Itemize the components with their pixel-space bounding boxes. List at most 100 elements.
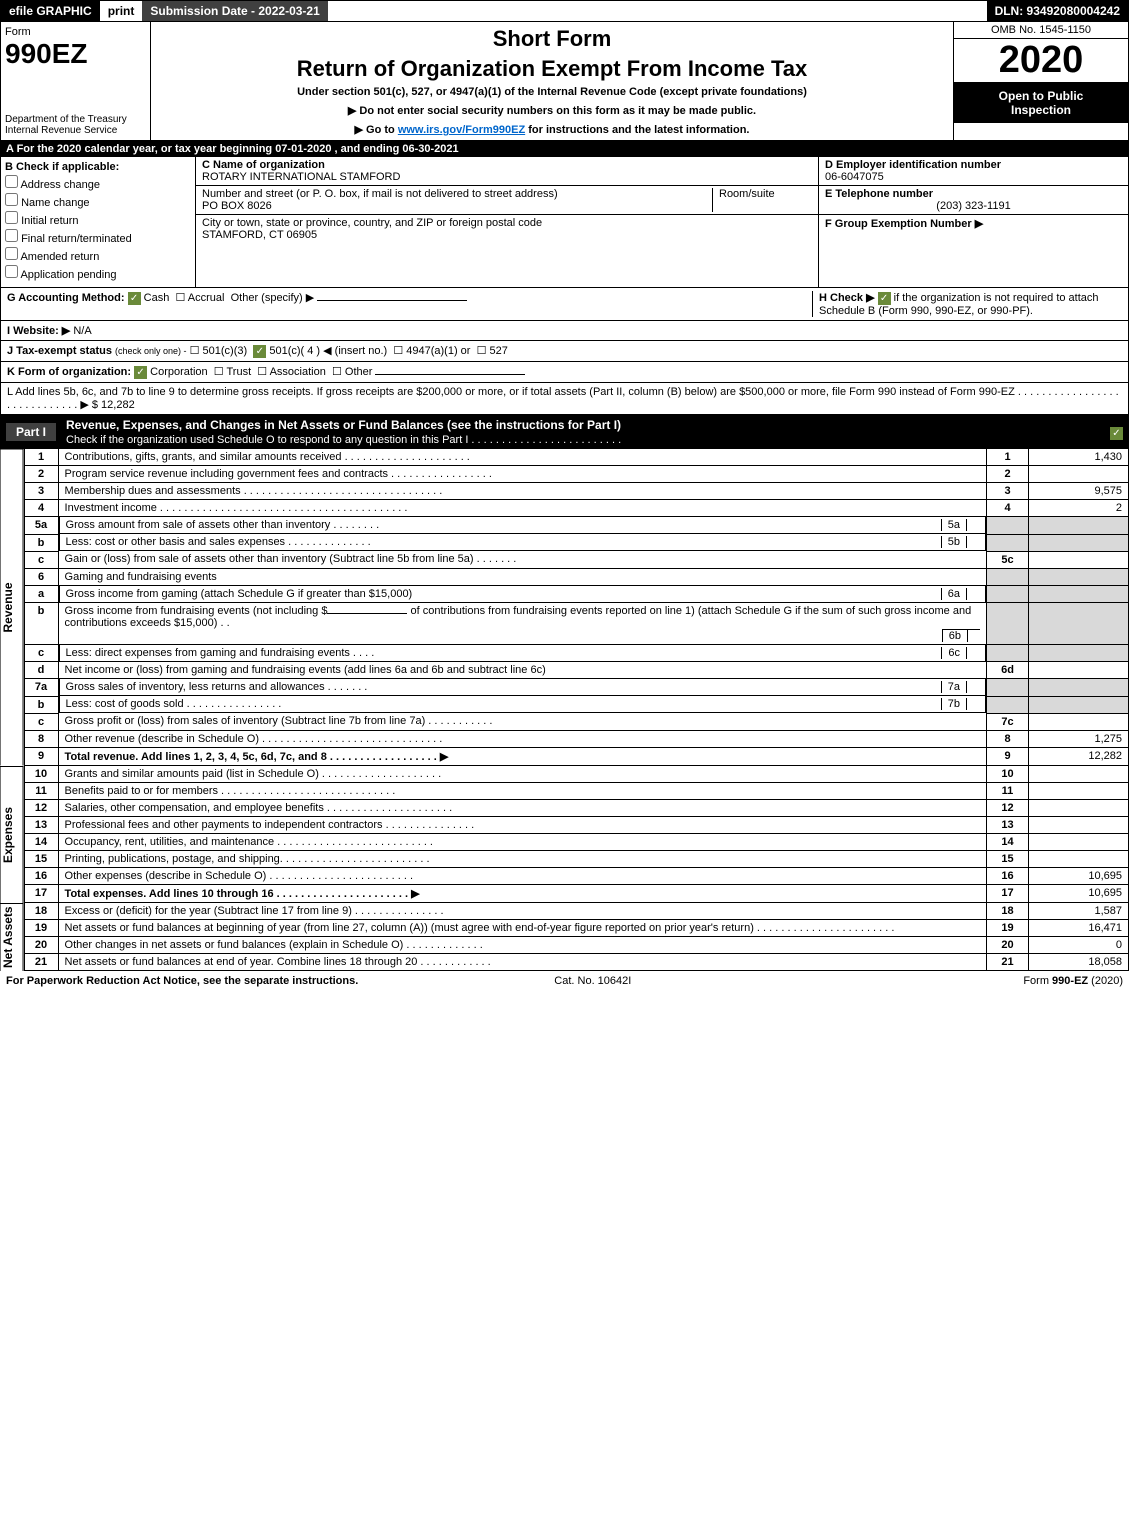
line-l: L Add lines 5b, 6c, and 7b to line 9 to … (0, 383, 1129, 415)
chk-initial-return[interactable]: Initial return (5, 211, 191, 227)
omb-number: OMB No. 1545-1150 (954, 22, 1128, 39)
i-label: I Website: ▶ (7, 325, 70, 337)
inspection-l2: Inspection (1011, 103, 1071, 117)
expenses-side-label: Expenses (0, 766, 24, 903)
table-row: aGross income from gaming (attach Schedu… (24, 585, 1128, 603)
irs-link[interactable]: www.irs.gov/Form990EZ (398, 124, 525, 136)
netassets-section: Net Assets 18Excess or (deficit) for the… (0, 903, 1129, 971)
header-center: Short Form Return of Organization Exempt… (151, 22, 953, 140)
table-row: 10Grants and similar amounts paid (list … (24, 766, 1128, 783)
table-row: 4Investment income . . . . . . . . . . .… (24, 500, 1128, 517)
chk-application-pending[interactable]: Application pending (5, 265, 191, 281)
table-row: cGross profit or (loss) from sales of in… (24, 713, 1128, 730)
id-phone-block: D Employer identification number 06-6047… (818, 157, 1128, 287)
form-number: 990EZ (5, 38, 146, 70)
part1-schedule-o-check: ✓ (1110, 425, 1123, 440)
chk-address-change[interactable]: Address change (5, 175, 191, 191)
table-row: 5aGross amount from sale of assets other… (24, 517, 1128, 535)
footer-cat-no: Cat. No. 10642I (554, 975, 631, 987)
org-name-row: C Name of organization ROTARY INTERNATIO… (196, 157, 818, 186)
table-row: 6Gaming and fundraising events (24, 568, 1128, 585)
header-right: OMB No. 1545-1150 2020 Open to Public In… (953, 22, 1128, 140)
tax-year: 2020 (954, 39, 1128, 83)
efile-label: efile GRAPHIC (1, 1, 100, 21)
ein-row: D Employer identification number 06-6047… (819, 157, 1128, 186)
part1-sub: Check if the organization used Schedule … (66, 434, 621, 446)
cash-check-icon: ✓ (128, 292, 141, 305)
top-bar: efile GRAPHIC print Submission Date - 20… (0, 0, 1129, 22)
table-row: bGross income from fundraising events (n… (24, 603, 1128, 645)
phone-row: E Telephone number (203) 323-1191 (819, 186, 1128, 215)
table-row: dNet income or (loss) from gaming and fu… (24, 662, 1128, 679)
table-row: 2Program service revenue including gover… (24, 466, 1128, 483)
city-value: STAMFORD, CT 06905 (202, 229, 317, 241)
short-form-title: Short Form (155, 26, 949, 52)
org-address-block: C Name of organization ROTARY INTERNATIO… (196, 157, 818, 287)
subtitle: Under section 501(c), 527, or 4947(a)(1)… (155, 86, 949, 98)
line-g-h: G Accounting Method: ✓ Cash ☐ Accrual Ot… (0, 288, 1129, 321)
g-label: G Accounting Method: (7, 292, 125, 304)
revenue-side-label: Revenue (0, 449, 24, 766)
table-row: 21Net assets or fund balances at end of … (24, 953, 1128, 970)
org-name: ROTARY INTERNATIONAL STAMFORD (202, 171, 400, 183)
table-row: 1Contributions, gifts, grants, and simil… (24, 449, 1128, 466)
inspection-l1: Open to Public (999, 89, 1084, 103)
street-address: PO BOX 8026 (202, 200, 272, 212)
table-row: 3Membership dues and assessments . . . .… (24, 483, 1128, 500)
table-row: 9Total revenue. Add lines 1, 2, 3, 4, 5c… (24, 747, 1128, 765)
table-row: 17Total expenses. Add lines 10 through 1… (24, 884, 1128, 902)
dept-irs: Internal Revenue Service (5, 125, 117, 136)
city-row: City or town, state or province, country… (196, 215, 818, 243)
c-label: C Name of organization (202, 159, 325, 171)
j-check-icon: ✓ (253, 345, 266, 358)
table-row: 8Other revenue (describe in Schedule O) … (24, 730, 1128, 747)
chk-final-return[interactable]: Final return/terminated (5, 229, 191, 245)
h-label: H Check ▶ (819, 292, 875, 304)
print-link[interactable]: print (100, 1, 143, 21)
city-label: City or town, state or province, country… (202, 217, 542, 229)
room-suite: Room/suite (712, 188, 812, 212)
j-527: 527 (490, 345, 508, 357)
table-row: 13Professional fees and other payments t… (24, 816, 1128, 833)
table-row: 14Occupancy, rent, utilities, and mainte… (24, 833, 1128, 850)
chk-amended-return[interactable]: Amended return (5, 247, 191, 263)
group-exemption-row: F Group Exemption Number ▶ (819, 215, 1128, 232)
website-value: N/A (73, 325, 91, 337)
table-row: 16Other expenses (describe in Schedule O… (24, 867, 1128, 884)
d-label: D Employer identification number (825, 159, 1001, 171)
f-label: F Group Exemption Number ▶ (825, 218, 983, 230)
k-check-icon: ✓ (134, 366, 147, 379)
j-4947: 4947(a)(1) or (406, 345, 470, 357)
schedule-o-check-icon: ✓ (1110, 427, 1123, 440)
chk-name-change[interactable]: Name change (5, 193, 191, 209)
table-row: 11Benefits paid to or for members . . . … (24, 782, 1128, 799)
table-row: cLess: direct expenses from gaming and f… (24, 644, 1128, 662)
check-if-applicable: B Check if applicable: Address change Na… (1, 157, 196, 287)
line-j-status: J Tax-exempt status (check only one) - ☐… (0, 341, 1129, 362)
phone-value: (203) 323-1191 (825, 200, 1122, 212)
table-row: bLess: cost or other basis and sales exp… (24, 534, 1128, 551)
table-row: bLess: cost of goods sold . . . . . . . … (24, 696, 1128, 713)
entity-info-block: B Check if applicable: Address change Na… (0, 157, 1129, 288)
header-left: Form 990EZ Department of the Treasury In… (1, 22, 151, 140)
h-check-icon: ✓ (878, 292, 891, 305)
revenue-section: Revenue 1Contributions, gifts, grants, a… (0, 449, 1129, 766)
netassets-side-label: Net Assets (0, 903, 24, 971)
k-label: K Form of organization: (7, 366, 131, 378)
expenses-table: 10Grants and similar amounts paid (list … (24, 766, 1129, 903)
footer-form-ref: Form 990-EZ (2020) (1023, 975, 1123, 987)
goto-line: ▶ Go to www.irs.gov/Form990EZ for instru… (155, 123, 949, 136)
k-assoc: Association (270, 366, 326, 378)
goto-pre: ▶ Go to (355, 124, 398, 136)
b-title: B Check if applicable: (5, 161, 119, 173)
form-label: Form (5, 26, 146, 38)
form-header: Form 990EZ Department of the Treasury In… (0, 22, 1129, 141)
k-other: Other (345, 366, 373, 378)
table-row: cGain or (loss) from sale of assets othe… (24, 551, 1128, 568)
footer-left: For Paperwork Reduction Act Notice, see … (6, 975, 358, 987)
k-trust: Trust (227, 366, 252, 378)
ein-value: 06-6047075 (825, 171, 884, 183)
table-row: 12Salaries, other compensation, and empl… (24, 799, 1128, 816)
table-row: 19Net assets or fund balances at beginni… (24, 919, 1128, 936)
part1-label: Part I (6, 423, 56, 441)
